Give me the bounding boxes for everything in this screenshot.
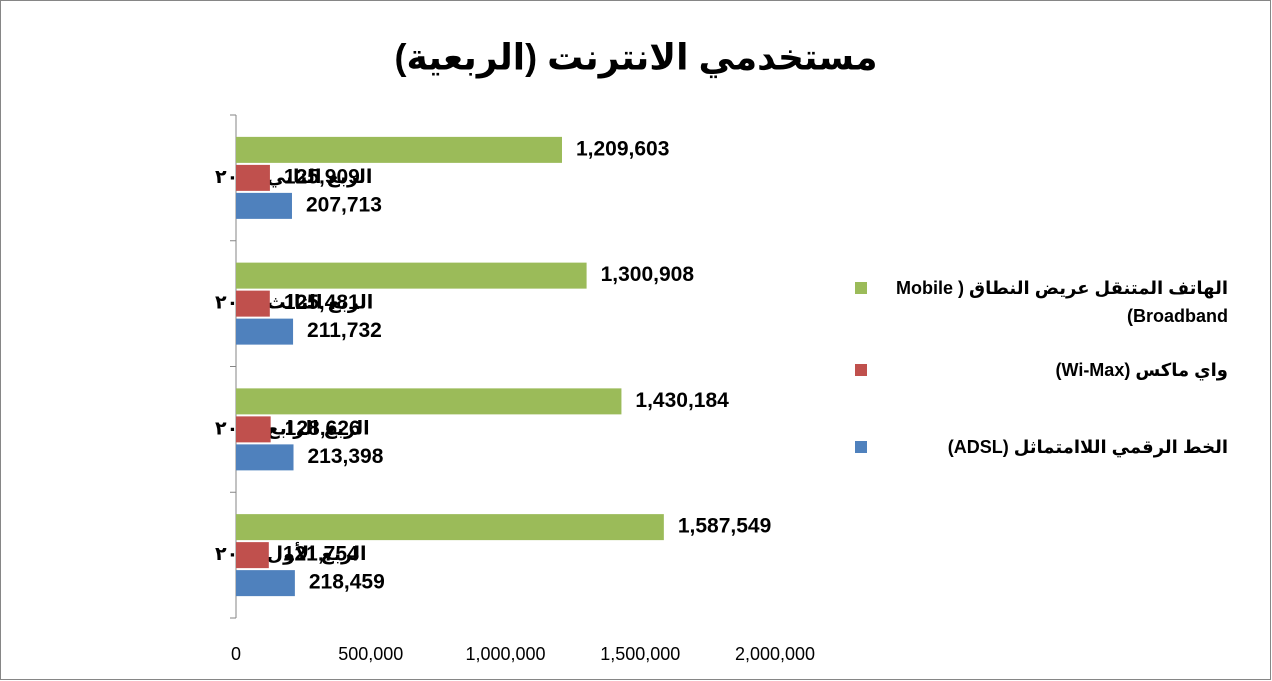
bar bbox=[236, 570, 295, 597]
data-label: 1,209,603 bbox=[576, 137, 669, 160]
bar bbox=[236, 388, 622, 415]
x-tick-label: 1,000,000 bbox=[465, 644, 545, 664]
x-tick-label: 2,000,000 bbox=[735, 644, 815, 664]
data-label: 211,732 bbox=[307, 319, 382, 342]
bar bbox=[236, 444, 294, 471]
bar bbox=[236, 290, 270, 317]
bar bbox=[236, 262, 587, 289]
x-tick-label: 1,500,000 bbox=[600, 644, 680, 664]
legend-swatch bbox=[855, 364, 867, 376]
data-label: 213,398 bbox=[308, 445, 384, 468]
chart-title: مستخدمي الانترنت (الربعية) bbox=[394, 37, 877, 79]
bar bbox=[236, 514, 664, 541]
bar bbox=[236, 416, 271, 443]
bar bbox=[236, 164, 270, 191]
bar bbox=[236, 542, 269, 569]
data-label: 125,481 bbox=[284, 291, 360, 314]
data-label: 1,587,549 bbox=[678, 515, 771, 538]
bar bbox=[236, 192, 292, 219]
data-label: 218,459 bbox=[309, 571, 385, 594]
legend-label: الهاتف المتنقل عريض النطاق ( Mobile Broa… bbox=[896, 278, 1228, 326]
bar bbox=[236, 136, 562, 163]
data-label: 1,300,908 bbox=[601, 263, 695, 286]
data-label: 128,626 bbox=[285, 417, 361, 440]
bar bbox=[236, 318, 294, 345]
legend-label: واي ماكس (Wi-Max) bbox=[1055, 360, 1228, 380]
data-label: 207,713 bbox=[306, 193, 382, 216]
data-label: 121,754 bbox=[283, 543, 359, 566]
x-tick-label: 500,000 bbox=[338, 644, 403, 664]
data-label: 125,909 bbox=[284, 165, 360, 188]
legend-label: الخط الرقمي اللاامتماثل (ADSL) bbox=[947, 437, 1228, 457]
legend-swatch bbox=[855, 441, 867, 453]
legend-swatch bbox=[855, 282, 867, 294]
x-tick-label: 0 bbox=[231, 644, 241, 664]
data-label: 1,430,184 bbox=[635, 389, 729, 412]
